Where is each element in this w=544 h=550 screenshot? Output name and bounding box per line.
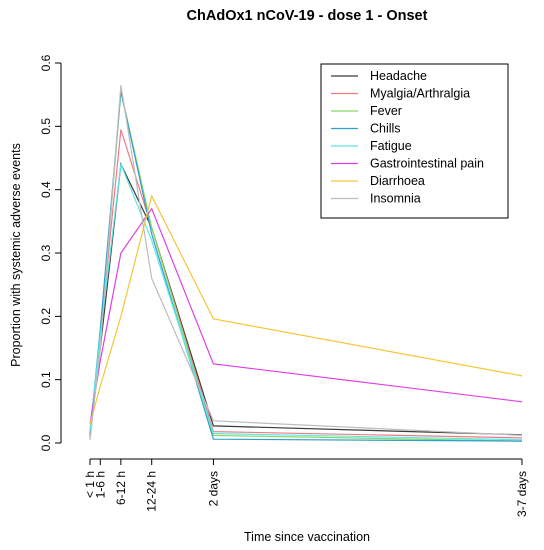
x-tick-label: < 1 h <box>83 471 97 498</box>
y-axis-label: Proportion with systemic adverse events <box>9 143 23 367</box>
y-axis: 0.0 0.1 0.2 0.3 0.4 0.5 0.6 <box>39 54 62 451</box>
series-lines <box>89 85 523 442</box>
legend-label: Fatigue <box>370 139 412 153</box>
series-line <box>89 194 523 425</box>
x-axis: < 1 h1-6 h 6-12 h 12-24 h 2 days 3-7 days <box>83 458 529 517</box>
x-tick-label: 6-12 h <box>114 471 128 505</box>
legend-label: Gastrointestinal pain <box>370 157 484 171</box>
legend-label: Headache <box>370 69 427 83</box>
legend: Headache Myalgia/Arthralgia Fever Chills Fat… <box>320 63 509 219</box>
y-tick-label: 0.2 <box>39 308 53 325</box>
x-tick-label: 1-6 h <box>93 471 107 498</box>
legend-label: Chills <box>370 122 401 136</box>
y-tick-label: 0.3 <box>39 244 53 261</box>
series-line <box>89 207 523 425</box>
y-tick-label: 0.6 <box>39 54 53 71</box>
legend-box <box>320 63 509 219</box>
legend-label: Myalgia/Arthralgia <box>370 87 470 101</box>
y-tick-label: 0.5 <box>39 118 53 135</box>
series-line <box>89 164 523 441</box>
y-tick-label: 0.0 <box>39 434 53 451</box>
series-line <box>89 85 523 440</box>
chart-title: ChAdOx1 nCoV-19 - dose 1 - Onset <box>187 8 428 24</box>
legend-label: Fever <box>370 104 402 118</box>
x-tick-label: 12-24 h <box>145 471 159 512</box>
y-tick-label: 0.1 <box>39 371 53 388</box>
x-tick-label: 3-7 days <box>515 471 529 517</box>
legend-label: Diarrhoea <box>370 174 425 188</box>
y-tick-label: 0.4 <box>39 181 53 198</box>
x-axis-label: Time since vaccination <box>244 530 370 544</box>
x-tick-label: 2 days <box>206 471 220 506</box>
legend-label: Insomnia <box>370 192 421 206</box>
